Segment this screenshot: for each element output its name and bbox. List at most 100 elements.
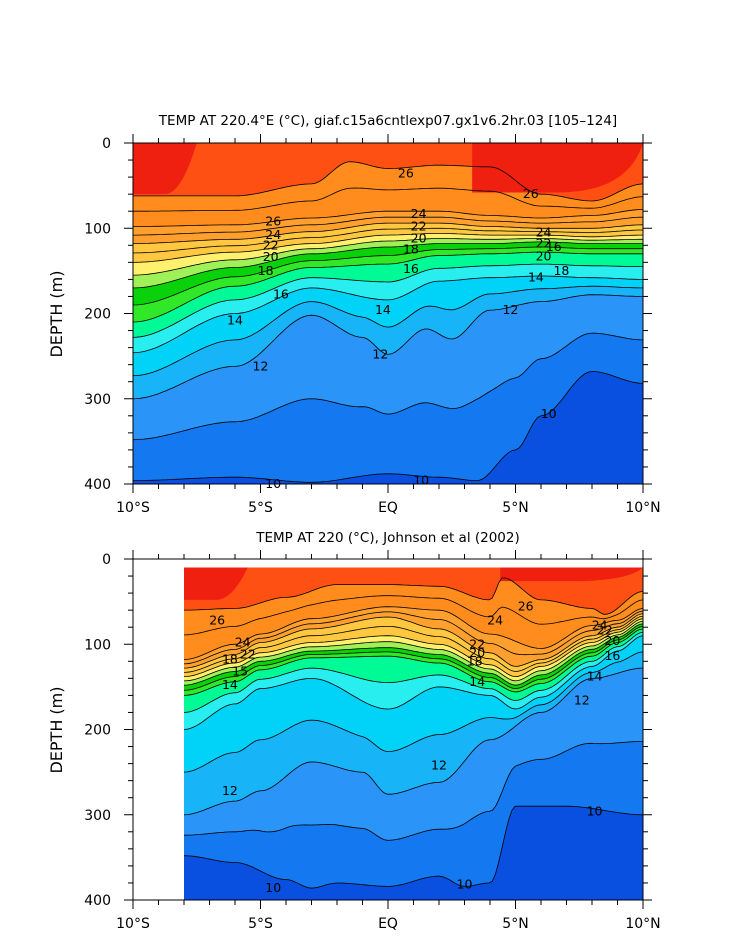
y-tick-label: 400 — [84, 477, 111, 493]
axis-ticks: 10°S 5°S EQ 5°N 10°N 0 100 200 300 400 — [84, 134, 661, 516]
contour-label: 14 — [528, 270, 544, 285]
contour-label: 10 — [541, 406, 557, 421]
contour-label: 18 — [467, 653, 483, 668]
isotherm-13 — [133, 285, 643, 377]
contour-label: 14 — [587, 669, 603, 684]
contour-label: 12 — [431, 757, 447, 772]
y-tick-label: 100 — [84, 221, 111, 237]
x-tick-label: 10°N — [625, 916, 660, 932]
contour-label: 20 — [469, 645, 485, 660]
contour-label: 12 — [372, 346, 388, 361]
isotherm-21 — [184, 615, 643, 673]
contour-label: 12 — [574, 693, 590, 708]
contour-label: 24 — [592, 617, 608, 632]
isotherm-22 — [133, 222, 643, 244]
contour-label: 16 — [546, 239, 562, 254]
contour-label: 24 — [487, 612, 503, 627]
isotherm-19 — [184, 620, 643, 682]
contour-lines — [133, 161, 643, 483]
bottom-panel-ylabel: DEPTH (m) — [47, 686, 66, 773]
contour-label: 22 — [536, 236, 552, 251]
isotherm-20 — [184, 618, 643, 678]
contour-label: 24 — [411, 206, 427, 221]
contour-label: 10 — [457, 877, 473, 892]
contour-label: 20 — [411, 230, 427, 245]
contour-label: 18 — [553, 263, 569, 278]
contour-label: 22 — [240, 646, 256, 661]
contour-label: 20 — [536, 248, 552, 263]
contour-label: 20 — [263, 249, 279, 264]
y-tick-label: 0 — [102, 136, 111, 152]
contour-label: 24 — [536, 225, 552, 240]
contour-label: 10 — [265, 880, 281, 895]
y-tick-label: 200 — [84, 307, 111, 323]
warm-pool-0 — [133, 143, 197, 195]
contour-label: 14 — [469, 674, 485, 689]
isotherm-16 — [184, 628, 643, 696]
isotherm-23 — [133, 216, 643, 236]
x-tick-label: EQ — [378, 500, 398, 516]
contour-label: 24 — [265, 227, 281, 242]
y-tick-label: 300 — [84, 808, 111, 824]
isotherm-26 — [184, 577, 643, 615]
contour-label: 14 — [375, 302, 391, 317]
y-tick-label: 400 — [84, 893, 111, 909]
y-tick-label: 200 — [84, 723, 111, 739]
isotherm-11 — [184, 741, 643, 841]
contour-label: 22 — [263, 237, 279, 252]
isotherm-19 — [133, 238, 643, 276]
isotherm-16 — [133, 251, 643, 323]
contour-label: 26 — [265, 213, 281, 228]
y-tick-label: 300 — [84, 392, 111, 408]
x-tick-label: 5°N — [502, 916, 528, 932]
isotherm-18 — [133, 241, 643, 289]
isotherm-18 — [184, 623, 643, 686]
top-panel-model: TEMP AT 220.4°E (°C), giaf.c15a6cntlexp0… — [47, 113, 661, 516]
isotherm-23 — [184, 610, 643, 665]
contour-label: 26 — [398, 166, 414, 181]
x-tick-label: 10°N — [625, 500, 660, 516]
contour-label: 26 — [518, 599, 534, 614]
contour-label: 16 — [403, 261, 419, 276]
isotherm-17 — [184, 625, 643, 691]
warm-pool-1 — [500, 567, 643, 582]
contour-label: 18 — [258, 263, 274, 278]
bottom-panel-title: TEMP AT 220 (°C), Johnson et al (2002) — [255, 530, 520, 546]
x-tick-label: 5°S — [248, 500, 273, 516]
isotherm-11 — [133, 332, 643, 441]
temperature-bands — [184, 567, 643, 900]
isotherm-10 — [184, 805, 643, 889]
contour-label: 10 — [413, 473, 429, 488]
contour-label: 12 — [502, 302, 518, 317]
contour-label: 14 — [227, 312, 243, 327]
contour-label: 12 — [253, 358, 269, 373]
isotherm-15 — [133, 263, 643, 338]
contour-label: 22 — [597, 623, 613, 638]
isotherm-22 — [184, 613, 643, 669]
y-tick-label: 0 — [102, 552, 111, 568]
isotherm-12 — [184, 667, 643, 816]
contour-label: 12 — [222, 783, 238, 798]
x-tick-label: 5°S — [248, 916, 273, 932]
contour-label: 22 — [469, 636, 485, 651]
contour-labels: 2626262422201824222018242220181614161614… — [227, 166, 569, 491]
top-panel-title: TEMP AT 220.4°E (°C), giaf.c15a6cntlexp0… — [158, 113, 617, 129]
contour-label: 26 — [209, 612, 225, 627]
contour-label: 14 — [222, 677, 238, 692]
x-tick-label: 10°S — [116, 916, 150, 932]
isotherm-25 — [184, 595, 643, 636]
isotherm-24 — [184, 606, 643, 660]
isotherm-14 — [184, 635, 643, 730]
contour-label: 20 — [604, 633, 620, 648]
temperature-bands — [133, 143, 643, 484]
bottom-panel-observations: TEMP AT 220 (°C), Johnson et al (2002) D… — [47, 530, 661, 932]
isotherm-12 — [133, 294, 643, 400]
contour-label: 16 — [604, 648, 620, 663]
isotherm-13 — [184, 651, 643, 773]
contour-label: 16 — [273, 287, 289, 302]
isotherm-15 — [184, 631, 643, 713]
axis-ticks: 10°S 5°S EQ 5°N 10°N 0 100 200 300 400 — [84, 550, 661, 932]
isotherm-24 — [133, 209, 643, 227]
